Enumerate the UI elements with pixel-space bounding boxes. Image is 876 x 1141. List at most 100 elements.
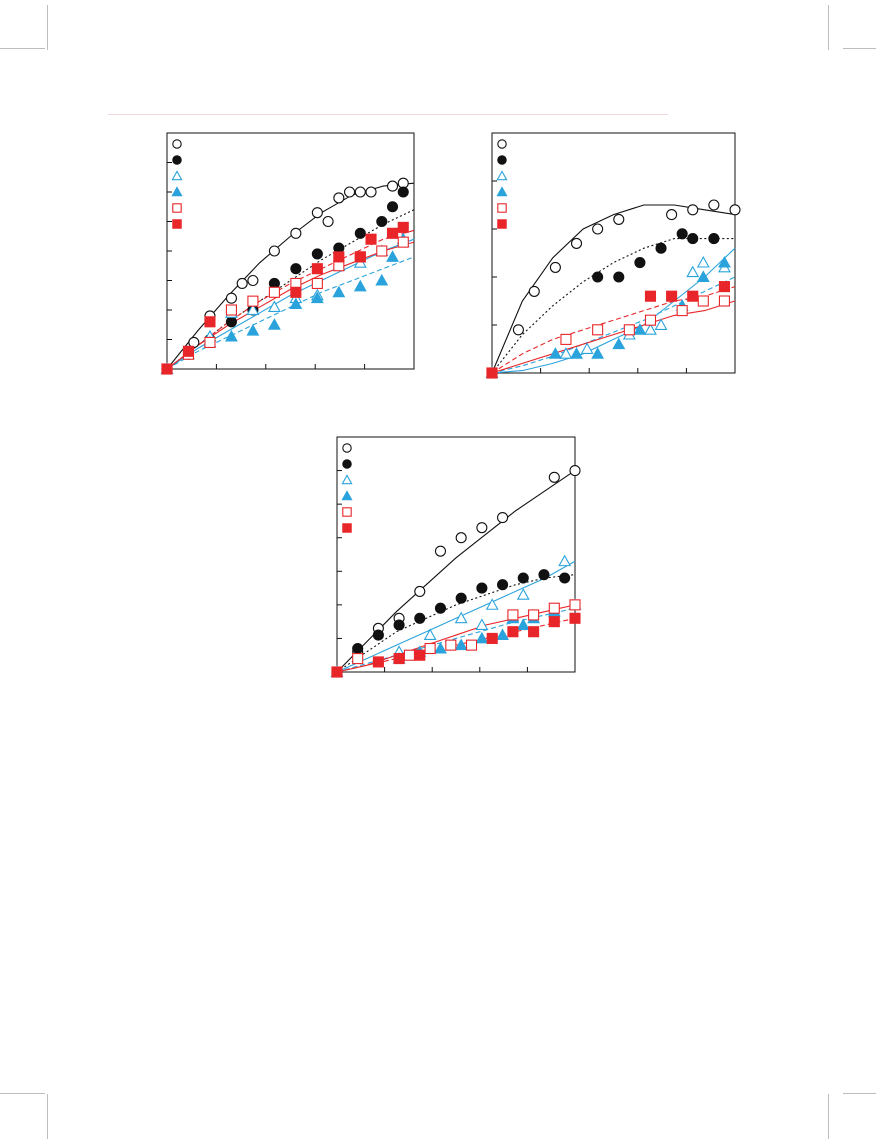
data-point-5-5 — [333, 251, 345, 263]
data-point-4-5 — [268, 286, 280, 298]
legend-marker-5 — [342, 523, 352, 533]
data-point-1-4 — [655, 242, 667, 254]
data-point-2-6 — [686, 265, 700, 278]
data-point-0-8 — [687, 204, 699, 216]
data-point-0-7 — [476, 522, 488, 534]
data-point-5-5 — [507, 626, 519, 638]
data-point-2-7 — [696, 255, 710, 268]
data-point-4-4 — [445, 639, 457, 651]
data-point-2-7 — [558, 554, 572, 567]
data-point-4-1 — [560, 333, 572, 345]
data-point-0-13 — [365, 186, 377, 198]
data-point-4-7 — [311, 277, 323, 290]
data-point-3-6 — [289, 297, 303, 310]
data-point-4-3 — [623, 324, 635, 336]
data-point-5-1 — [644, 290, 657, 302]
crop-mark-br-h — [843, 1093, 876, 1094]
data-point-3-5 — [475, 631, 489, 644]
legend-marker-4 — [172, 203, 182, 213]
data-point-5-0 — [161, 363, 173, 375]
data-point-1-3 — [634, 257, 646, 269]
data-point-0-12 — [354, 186, 366, 198]
data-point-5-7 — [365, 233, 377, 245]
plot-frame — [491, 132, 736, 374]
data-point-4-7 — [528, 609, 540, 621]
data-point-0-5 — [247, 274, 259, 287]
data-point-5-6 — [354, 251, 366, 263]
data-point-4-7 — [718, 295, 730, 307]
data-point-1-5 — [676, 228, 688, 240]
data-point-1-7 — [476, 582, 488, 594]
data-point-5-1 — [372, 656, 384, 668]
data-point-1-1 — [592, 271, 604, 283]
data-point-0-6 — [455, 532, 467, 544]
data-point-0-10 — [729, 204, 741, 216]
header-rule — [108, 114, 668, 115]
data-point-4-9 — [569, 599, 581, 611]
legend-marker-3 — [171, 186, 183, 197]
data-point-1-8 — [497, 579, 509, 591]
data-point-5-1 — [182, 345, 195, 357]
data-point-0-3 — [549, 261, 561, 273]
data-point-5-7 — [548, 616, 560, 628]
fit-curve-4 — [491, 300, 736, 374]
data-point-3-5 — [267, 318, 281, 330]
data-point-1-2 — [372, 629, 384, 641]
legend-marker-0 — [342, 443, 352, 453]
data-point-0-4 — [414, 585, 426, 597]
data-point-1-1 — [352, 642, 364, 655]
data-point-4-5 — [465, 639, 478, 651]
data-point-3-5 — [633, 323, 647, 335]
data-point-1-12 — [397, 186, 409, 198]
data-point-1-10 — [538, 569, 550, 581]
data-point-4-3 — [225, 304, 237, 316]
data-point-4-11 — [397, 236, 409, 248]
data-point-3-10 — [375, 273, 389, 286]
data-point-0-10 — [333, 192, 345, 204]
data-point-0-2 — [528, 285, 540, 297]
data-point-4-4 — [644, 314, 657, 326]
data-point-1-6 — [455, 592, 467, 604]
data-point-3-4 — [612, 337, 626, 350]
plot-frame — [336, 436, 576, 673]
legend-marker-4 — [342, 507, 352, 517]
data-point-1-6 — [687, 233, 699, 245]
data-point-4-10 — [376, 245, 388, 257]
legend-marker-3 — [496, 186, 508, 197]
data-point-3-6 — [496, 628, 509, 641]
data-point-0-1 — [512, 324, 524, 336]
fit-curve-2 — [336, 560, 576, 673]
data-point-3-11 — [386, 250, 399, 262]
crop-mark-bl-v — [47, 1094, 48, 1139]
data-point-0-5 — [592, 223, 604, 235]
legend-marker-1 — [172, 155, 182, 165]
data-point-1-7 — [311, 248, 323, 260]
data-point-3-3 — [225, 329, 238, 342]
data-point-0-8 — [497, 512, 509, 524]
data-point-4-2 — [403, 649, 415, 661]
data-point-1-3 — [393, 619, 405, 631]
data-point-3-9 — [353, 279, 367, 292]
legend-marker-5 — [172, 219, 182, 229]
legend-marker-0 — [497, 139, 507, 149]
data-point-2-2 — [580, 342, 594, 354]
data-point-5-8 — [569, 612, 581, 624]
data-point-0-9 — [322, 215, 334, 228]
data-point-5-2 — [666, 290, 678, 302]
data-point-4-1 — [352, 653, 364, 665]
data-point-3-4 — [454, 638, 468, 651]
data-point-5-4 — [486, 632, 498, 644]
data-point-3-7 — [696, 270, 710, 282]
data-point-0-9 — [708, 199, 720, 211]
legend-marker-2 — [171, 170, 183, 181]
data-point-2-5 — [654, 318, 668, 330]
data-point-1-9 — [354, 227, 366, 239]
data-point-1-11 — [559, 572, 571, 584]
data-point-4-6 — [507, 609, 519, 621]
data-point-3-2 — [570, 347, 583, 359]
data-point-2-1 — [559, 347, 573, 359]
crop-mark-tl-v — [47, 5, 48, 50]
